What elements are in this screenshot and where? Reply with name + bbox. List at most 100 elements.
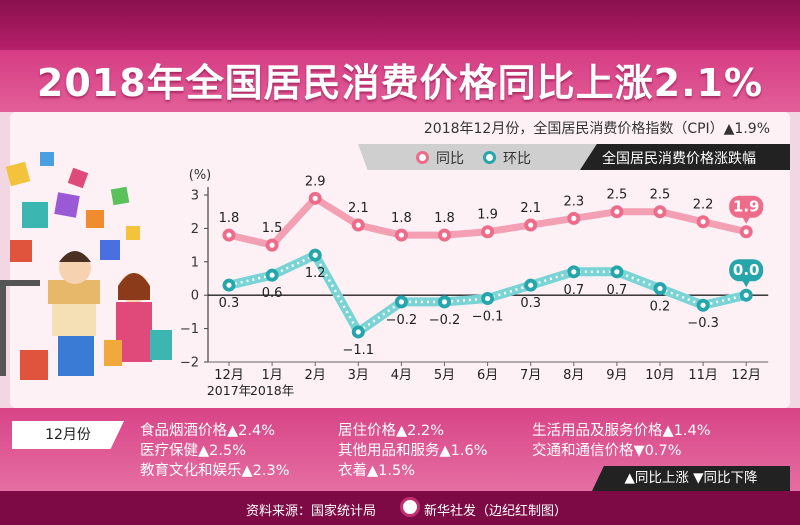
yoy-point-center — [485, 229, 491, 235]
chart-name-tag: 全国居民消费价格涨跌幅 — [580, 144, 790, 170]
mom-data-label: 0.2 — [650, 300, 671, 315]
xinhua-logo-icon — [400, 497, 420, 517]
mom-point-center — [657, 285, 663, 292]
x-tick-label: 5月 — [434, 368, 455, 383]
mom-data-label: 1.2 — [305, 266, 326, 281]
x-tick-sublabel: 2017年 — [207, 383, 251, 398]
mom-point-center — [398, 299, 404, 305]
yoy-data-label: 1.8 — [219, 211, 240, 226]
y-tick-label: 2 — [191, 222, 199, 237]
mom-point-center — [528, 282, 534, 288]
yoy-data-label: 2.2 — [693, 198, 714, 213]
category-item: 衣着▲1.5% — [338, 463, 415, 479]
yoy-callout-pointer — [742, 216, 751, 224]
x-tick-label: 8月 — [563, 368, 584, 383]
mom-point-center — [571, 269, 577, 275]
agency-credit: 新华社发（边纪红制图） — [424, 504, 568, 519]
x-tick-label: 6月 — [477, 368, 498, 383]
mom-point-center — [441, 299, 448, 305]
category-item: 生活用品及服务价格▲1.4% — [532, 423, 711, 439]
category-item: 居住价格▲2.2% — [338, 423, 444, 439]
y-tick-label: 1 — [191, 255, 199, 270]
x-tick-label: 4月 — [391, 368, 412, 383]
yoy-point-center — [571, 215, 577, 221]
x-tick-sublabel: 2018年 — [250, 383, 294, 398]
yoy-point-center — [700, 219, 706, 225]
mom-legend-label: 环比 — [503, 151, 531, 167]
title-band — [0, 50, 800, 112]
yoy-data-label: 1.9 — [733, 198, 760, 216]
yoy-data-label: 2.1 — [520, 201, 541, 216]
category-item: 其他用品和服务▲1.6% — [338, 443, 488, 459]
yoy-data-label: 2.5 — [607, 188, 628, 203]
mom-legend-marker — [483, 151, 496, 164]
mom-data-label: 0.6 — [262, 286, 283, 301]
mom-data-label: −0.2 — [386, 313, 418, 328]
mom-point-center — [355, 329, 361, 335]
yoy-data-label: 1.9 — [477, 208, 498, 223]
mom-data-label: 0.0 — [733, 261, 760, 279]
yoy-data-label: 1.8 — [434, 211, 455, 226]
mom-data-label: −0.3 — [687, 316, 719, 331]
mom-point-center — [226, 282, 232, 288]
yoy-point-center — [743, 229, 749, 235]
x-tick-label: 1月 — [261, 368, 282, 383]
mom-point-center — [614, 269, 620, 275]
mom-point-center — [312, 252, 318, 258]
y-tick-label: 0 — [191, 289, 199, 304]
yoy-point-center — [441, 232, 448, 238]
x-tick-label: 3月 — [348, 368, 369, 383]
chart-name: 全国居民消费价格涨跌幅 — [602, 151, 756, 167]
mom-callout — [729, 259, 764, 282]
yoy-data-label: 2.3 — [563, 194, 584, 209]
x-tick-label: 11月 — [688, 368, 718, 383]
category-item: 交通和通信价格▼0.7% — [532, 443, 682, 459]
x-tick-label: 12月 — [214, 368, 244, 383]
yoy-point-center — [226, 232, 232, 238]
yoy-point-center — [312, 195, 318, 201]
yoy-point-center — [614, 209, 620, 215]
mom-point-center — [743, 292, 749, 298]
yoy-point-center — [657, 209, 663, 215]
y-tick-label: −2 — [180, 356, 199, 371]
data-source: 资料来源：国家统计局 — [246, 504, 377, 519]
mom-data-label: 0.7 — [607, 283, 628, 298]
x-tick-label: 10月 — [645, 368, 675, 383]
y-axis-label: (%) — [189, 168, 212, 183]
chart-legend: 同比 环比 全国居民消费价格涨跌幅 — [358, 144, 790, 170]
mom-data-label: −0.1 — [472, 310, 504, 325]
mom-point-center — [269, 272, 275, 278]
yoy-point-center — [398, 232, 404, 238]
mom-point-center — [700, 302, 706, 308]
mom-data-label: 0.3 — [520, 296, 541, 311]
mom-data-label: −0.2 — [429, 313, 461, 328]
yoy-point-center — [528, 222, 534, 228]
page-title: 2018年全国居民消费价格同比上涨2.1% — [36, 61, 764, 105]
legend-background — [358, 144, 598, 170]
yoy-data-label: 2.5 — [650, 188, 671, 203]
yoy-data-label: 2.1 — [348, 201, 369, 216]
x-tick-label: 2月 — [305, 368, 326, 383]
mom-data-label: 0.3 — [219, 296, 240, 311]
yoy-legend-marker — [416, 151, 429, 164]
yoy-data-label: 1.8 — [391, 211, 412, 226]
x-tick-label: 12月 — [731, 368, 761, 383]
curtain-banner — [0, 0, 800, 50]
yoy-point-center — [355, 222, 361, 228]
mom-point-center — [485, 295, 491, 302]
yoy-point-center — [269, 242, 275, 248]
chart-subtitle: 2018年12月份，全国居民消费价格指数（CPI）▲1.9% — [423, 121, 770, 137]
mom-data-label: 0.7 — [563, 283, 584, 298]
category-item: 食品烟酒价格▲2.4% — [140, 423, 275, 439]
y-tick-label: −1 — [180, 322, 199, 337]
mom-data-label: −1.1 — [343, 343, 375, 358]
mom-callout-pointer — [742, 280, 751, 288]
category-item: 教育文化和娱乐▲2.3% — [140, 463, 290, 479]
month-tag: 12月份 — [12, 421, 124, 449]
x-tick-label: 7月 — [520, 368, 541, 383]
yoy-data-label: 2.9 — [305, 174, 326, 189]
shoppers-illustration — [0, 152, 172, 380]
yoy-legend-label: 同比 — [436, 151, 464, 167]
yoy-data-label: 1.5 — [262, 221, 283, 236]
